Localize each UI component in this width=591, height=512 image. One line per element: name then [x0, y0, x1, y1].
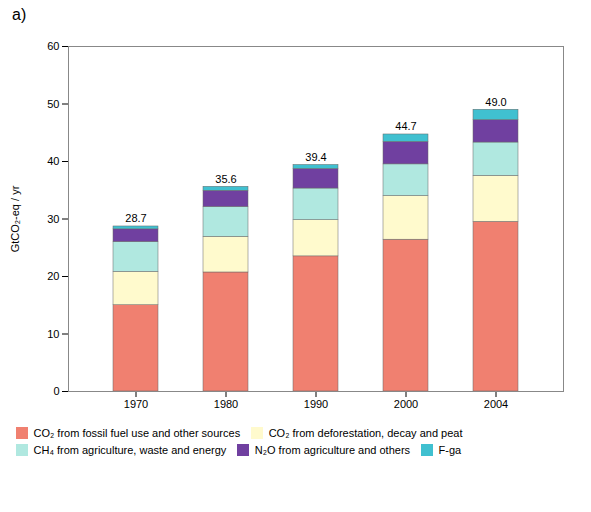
- svg-text:2000: 2000: [394, 398, 418, 410]
- svg-text:28.7: 28.7: [125, 212, 146, 224]
- svg-text:49.0: 49.0: [485, 96, 506, 108]
- svg-text:1980: 1980: [214, 398, 238, 410]
- svg-text:35.6: 35.6: [215, 173, 236, 185]
- svg-text:1970: 1970: [124, 398, 148, 410]
- html-text:F-ga: F-ga: [438, 443, 462, 456]
- svg-text:39.4: 39.4: [305, 151, 326, 163]
- html-text:CH₄ from agriculture, waste an: CH₄ from agriculture, waste and energy: [33, 443, 227, 456]
- svg-text:20: 20: [47, 270, 59, 282]
- svg-text:40: 40: [47, 155, 59, 167]
- svg-text:2004: 2004: [484, 398, 508, 410]
- svg-text:10: 10: [47, 328, 59, 340]
- svg-text:0: 0: [53, 385, 59, 397]
- svg-text:60: 60: [47, 40, 59, 52]
- svg-text:30: 30: [47, 213, 59, 225]
- html-text:CO₂ from deforestation, decay: CO₂ from deforestation, decay and peat: [268, 427, 463, 440]
- html-text:N₂O from agriculture and other: N₂O from agriculture and others: [254, 443, 411, 456]
- svg-text:1990: 1990: [304, 398, 328, 410]
- svg-text:44.7: 44.7: [395, 120, 416, 132]
- html-text:CO₂ from fossil fuel use and o: CO₂ from fossil fuel use and other sourc…: [33, 427, 241, 440]
- svg-text:50: 50: [47, 98, 59, 110]
- html-text:a): a): [12, 6, 27, 23]
- svg-text:GtCO₂-eq / yr: GtCO₂-eq / yr: [9, 185, 21, 252]
